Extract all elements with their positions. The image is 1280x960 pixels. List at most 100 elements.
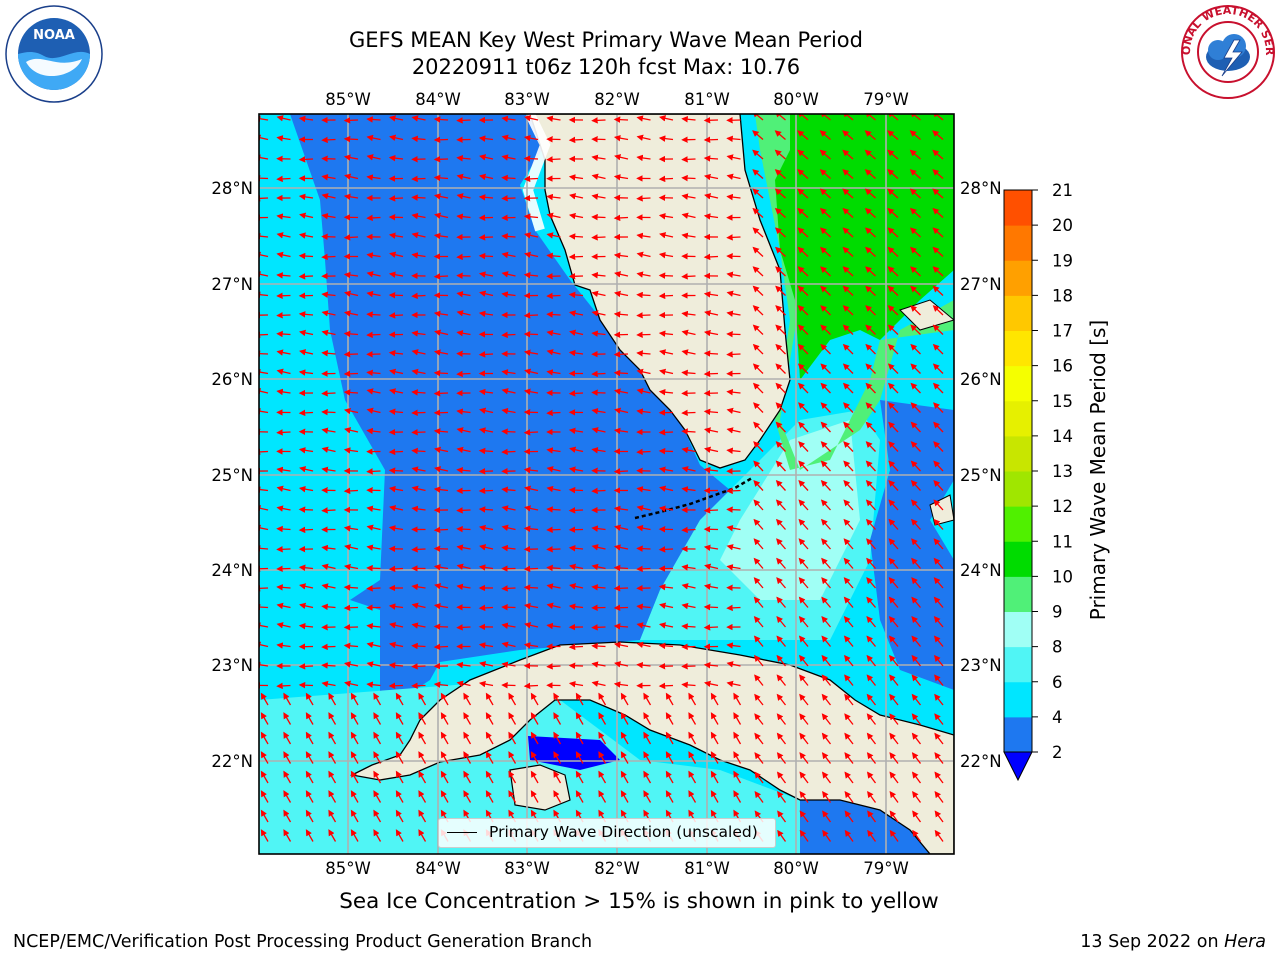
wave-direction-arrow <box>703 370 719 378</box>
wave-direction-arrow <box>395 809 404 823</box>
wave-direction-arrow <box>726 290 741 297</box>
lon-label-bottom: 82°W <box>594 859 640 878</box>
wave-direction-arrow <box>456 173 471 181</box>
wave-direction-arrow <box>328 809 337 823</box>
colorbar-tick-label: 11 <box>1052 532 1073 551</box>
wave-direction-arrow <box>501 134 516 141</box>
wave-direction-arrow <box>932 130 944 140</box>
wave-direction-arrow <box>501 641 516 648</box>
wave-direction-arrow <box>864 149 876 160</box>
wave-direction-arrow <box>283 790 292 803</box>
wave-direction-arrow <box>591 234 606 241</box>
wave-direction-arrow <box>681 409 696 417</box>
wave-direction-arrow <box>819 207 831 218</box>
wave-direction-arrow <box>658 447 674 455</box>
wave-direction-arrow <box>343 117 359 124</box>
wave-direction-arrow <box>440 790 449 803</box>
wave-direction-arrow <box>478 351 494 358</box>
wave-direction-arrow <box>259 486 269 493</box>
wave-direction-arrow <box>328 712 337 725</box>
wave-direction-arrow <box>710 692 719 706</box>
wave-direction-arrow <box>388 467 404 474</box>
wave-direction-arrow <box>373 809 382 823</box>
wave-direction-arrow <box>305 829 314 842</box>
wave-direction-arrow <box>433 193 449 200</box>
lon-label-bottom: 80°W <box>773 859 819 878</box>
wave-direction-arrow <box>321 603 336 611</box>
wave-direction-arrow <box>910 246 921 257</box>
wave-direction-arrow <box>305 692 314 706</box>
wave-direction-arrow <box>478 271 494 278</box>
wave-direction-arrow <box>613 214 629 222</box>
wave-direction-arrow <box>887 246 899 257</box>
lon-label-top: 85°W <box>325 90 371 109</box>
wave-direction-arrow <box>321 253 336 261</box>
wave-direction-arrow <box>844 829 854 842</box>
wave-direction-arrow <box>932 227 944 238</box>
wave-direction-arrow <box>260 692 269 706</box>
wave-direction-arrow <box>523 134 539 142</box>
lat-label-right: 26°N <box>960 370 1002 389</box>
wave-direction-arrow <box>485 770 494 784</box>
lat-label-left: 23°N <box>211 656 253 675</box>
wave-direction-arrow <box>911 577 921 589</box>
wave-direction-arrow <box>658 505 674 512</box>
wave-direction-arrow <box>328 692 337 706</box>
wave-direction-arrow <box>411 349 426 356</box>
wave-direction-arrow <box>524 251 539 259</box>
lon-label-top: 82°W <box>594 90 640 109</box>
wave-direction-arrow <box>575 770 584 784</box>
wave-direction-arrow <box>298 311 314 318</box>
lon-labels-bottom: 85°W 84°W 83°W 82°W 81°W 80°W 79°W <box>325 859 909 878</box>
wave-direction-arrow <box>591 213 606 221</box>
wave-direction-arrow <box>754 771 764 784</box>
wave-direction-arrow <box>343 407 359 415</box>
wave-direction-arrow <box>888 402 899 413</box>
wave-direction-arrow <box>456 661 471 669</box>
wave-direction-arrow <box>636 603 651 610</box>
wave-direction-arrow <box>305 770 314 784</box>
wave-direction-arrow <box>754 654 764 667</box>
lon-label-top: 79°W <box>863 90 909 109</box>
wave-direction-arrow <box>276 505 291 512</box>
wave-direction-arrow <box>665 712 674 725</box>
wave-direction-arrow <box>373 731 382 745</box>
wave-direction-arrow <box>733 692 742 706</box>
wave-direction-arrow <box>797 343 809 355</box>
wave-direction-arrow <box>328 829 337 842</box>
wave-direction-arrow <box>636 661 651 669</box>
wave-direction-arrow <box>688 712 697 725</box>
period-band-10-11 <box>775 114 954 380</box>
wave-direction-arrow <box>283 692 292 706</box>
wave-direction-arrow <box>411 175 426 183</box>
wave-direction-arrow <box>546 564 561 572</box>
wave-direction-arrow <box>478 506 494 513</box>
wave-direction-arrow <box>259 408 269 415</box>
wave-direction-arrow <box>411 663 426 670</box>
wave-direction-arrow <box>726 506 741 513</box>
wave-direction-arrow <box>568 310 584 317</box>
wave-direction-arrow <box>842 343 854 355</box>
wave-direction-arrow <box>366 544 381 551</box>
wave-direction-arrow <box>259 232 269 240</box>
wave-direction-arrow <box>328 751 337 764</box>
lon-label-bottom: 79°W <box>863 859 909 878</box>
wave-direction-arrow <box>865 363 876 374</box>
wave-direction-arrow <box>820 441 831 452</box>
wave-direction-arrow <box>842 285 854 296</box>
wave-direction-arrow <box>298 485 314 493</box>
wave-direction-arrow <box>752 363 764 374</box>
wave-direction-arrow <box>546 447 561 454</box>
colorbar-segment <box>1004 190 1032 226</box>
wave-direction-arrow <box>613 623 629 630</box>
wave-direction-arrow <box>821 732 832 745</box>
wave-direction-arrow <box>591 310 606 317</box>
wave-direction-arrow <box>366 134 381 142</box>
wave-direction-arrow <box>546 583 561 590</box>
wave-direction-arrow <box>366 214 381 222</box>
colorbar-tick-label: 20 <box>1052 216 1073 235</box>
wave-direction-arrow <box>733 770 742 784</box>
wave-direction-arrow <box>434 466 449 473</box>
wave-direction-arrow <box>842 207 854 218</box>
wave-direction-arrow <box>523 175 539 183</box>
